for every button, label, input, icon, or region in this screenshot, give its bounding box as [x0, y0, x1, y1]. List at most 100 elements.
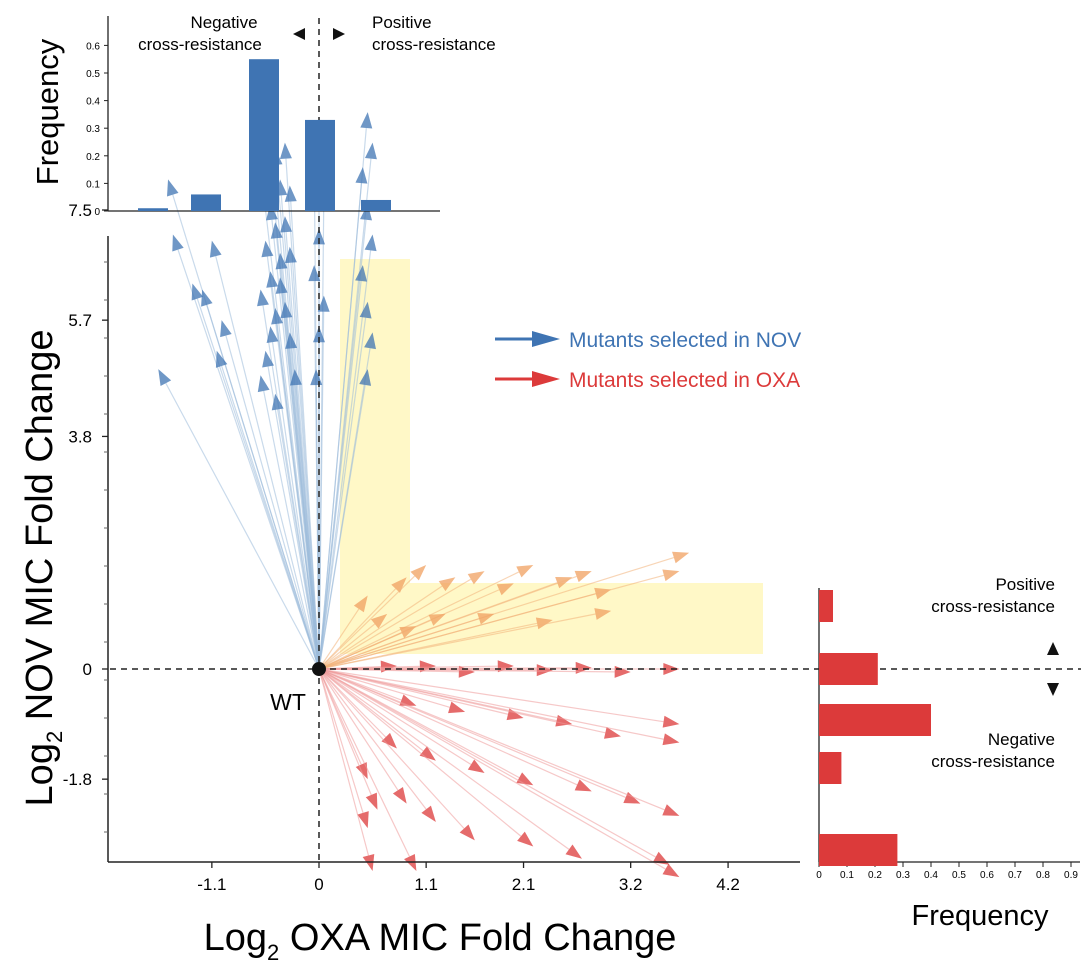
right-hist-x-title: Frequency [911, 900, 1049, 932]
top-hist-y-tick-label: 0 [94, 207, 100, 218]
nov-mutant-vector [318, 234, 377, 670]
oxa-mutant-vector [318, 595, 368, 670]
right-hist-bar [819, 653, 878, 685]
right-hist-x-tick-label: 0.5 [952, 870, 966, 881]
legend-item-nov: Mutants selected in NOV [495, 329, 801, 352]
main-x-axis-title: Log2 OXA MIC Fold Change [204, 917, 677, 962]
nov-mutant-vector [318, 369, 372, 670]
nov-mutant-vector [284, 246, 320, 670]
right-pos-annotation-line1: Positive [995, 575, 1055, 594]
right-hist-x-ticks: 0 0.1 0.2 0.3 0.4 0.5 0.6 0.7 0.8 0.9 [816, 862, 1078, 881]
legend-oxa-label: Mutants selected in OXA [569, 369, 800, 392]
oxa-mutant-vector [318, 668, 680, 746]
top-hist-bar [191, 194, 221, 211]
nov-mutant-vector [318, 265, 368, 670]
oxa-mutant-vector [318, 668, 621, 739]
oxa-mutant-vector [318, 668, 378, 810]
right-pos-annotation-line2: cross-resistance [931, 597, 1055, 616]
top-hist-bar [305, 119, 335, 211]
right-up-arrowhead [1047, 642, 1059, 655]
top-hist-y-tick-label: 0.2 [86, 152, 100, 163]
right-hist-x-tick-label: 0.7 [1008, 870, 1022, 881]
right-hist-x-tick-label: 0.9 [1064, 870, 1078, 881]
top-hist-bar [138, 208, 168, 211]
right-hist-x-tick-label: 0.2 [868, 870, 882, 881]
main-x-tick-label: -1.1 [197, 875, 226, 894]
oxa-mutant-vector [318, 569, 680, 670]
main-x-tick-label: 2.1 [512, 875, 536, 894]
right-hist-bar [819, 834, 898, 866]
origin-label: WT [270, 689, 306, 715]
top-pos-annotation-line2: cross-resistance [372, 35, 496, 54]
top-hist-y-title: Frequency [30, 38, 65, 185]
top-hist-y-tick-label: 0.5 [86, 69, 100, 80]
oxa-mutant-vector [318, 564, 534, 670]
top-histogram: 0 0.1 0.2 0.3 0.4 0.5 0.6 Frequency Negative c… [30, 13, 496, 218]
top-neg-annotation-line2: cross-resistance [138, 35, 262, 54]
oxa-mutant-vector [318, 668, 582, 859]
highlight-region [340, 259, 763, 654]
right-hist-x-tick-label: 0 [816, 870, 822, 881]
main-y-axis-title: Log2 NOV MIC Fold Change [19, 330, 67, 807]
right-hist-bar [819, 752, 842, 784]
oxa-mutant-vector [318, 613, 388, 670]
right-hist-bars [819, 590, 931, 866]
top-hist-bar [361, 199, 391, 211]
legend: Mutants selected in NOV Mutants selected… [495, 329, 801, 392]
right-hist-x-tick-label: 0.3 [896, 870, 910, 881]
oxa-mutant-vector [318, 668, 680, 816]
nov-mutant-vector [271, 393, 320, 670]
oxa-mutant-vector [318, 668, 680, 878]
oxa-mutant-vector [318, 613, 446, 670]
top-hist-bars [138, 59, 391, 212]
right-hist-x-tick-label: 0.1 [840, 870, 854, 881]
right-histogram: 0 0.1 0.2 0.3 0.4 0.5 0.6 0.7 0.8 0.9 Frequency P… [816, 575, 1080, 932]
oxa-mutant-vector [318, 564, 427, 670]
main-plot-axes [107, 236, 800, 863]
right-hist-bar [819, 704, 931, 736]
top-hist-y-tick-label: 0.3 [86, 124, 100, 135]
origin-point [312, 662, 326, 676]
top-pos-annotation-line1: Positive [372, 13, 432, 32]
top-hist-y-tick-label: 0.1 [86, 179, 100, 190]
main-x-ticks: -1.1 0 1.1 2.1 3.2 4.2 [197, 862, 740, 894]
right-hist-x-tick-label: 0.8 [1036, 870, 1050, 881]
nov-mutant-vector [158, 369, 320, 670]
right-neg-annotation-line1: Negative [988, 730, 1055, 749]
nov-mutant-vector [284, 185, 320, 670]
main-x-tick-label: 0 [314, 875, 323, 894]
top-hist-y-tick-label: 0.6 [86, 41, 100, 52]
right-neg-annotation-line2: cross-resistance [931, 752, 1055, 771]
right-hist-bar [819, 590, 833, 622]
main-x-tick-label: 4.2 [716, 875, 740, 894]
main-y-ticks: -1.8 0 3.8 5.7 7.5 [63, 201, 108, 833]
legend-item-oxa: Mutants selected in OXA [495, 369, 800, 392]
nov-mutant-vector [317, 295, 330, 670]
main-y-tick-label: 3.8 [68, 427, 92, 446]
oxa-mutant-vector [318, 668, 407, 804]
oxa-mutant-vector [318, 668, 670, 865]
nov-mutant-vector [271, 307, 320, 670]
right-down-arrowhead [1047, 683, 1059, 696]
oxa-mutant-vector [318, 668, 592, 792]
top-neg-annotation-line1: Negative [190, 13, 257, 32]
top-hist-y-tick-label: 0.4 [86, 97, 100, 108]
nov-mutant-vector [215, 350, 320, 670]
nov-mutant-vector [266, 326, 320, 670]
main-y-tick-label: -1.8 [63, 770, 92, 789]
oxa-mutant-vector [318, 577, 407, 670]
nov-mutant-vector [220, 320, 320, 670]
oxa-mutant-vector [318, 668, 466, 714]
top-hist-bar [249, 59, 279, 212]
nov-mutant-vector [209, 240, 320, 670]
legend-oxa-arrow-head [532, 371, 560, 387]
nov-mutant-vector [201, 289, 320, 670]
nov-mutant-vector [289, 369, 320, 670]
oxa-mutant-vector [318, 608, 612, 670]
right-hist-x-tick-label: 0.6 [980, 870, 994, 881]
oxa-mutant-vector [318, 570, 592, 670]
main-x-tick-label: 3.2 [619, 875, 643, 894]
oxa-mutant-vector [318, 668, 680, 728]
oxa-mutant-vector [318, 612, 495, 670]
